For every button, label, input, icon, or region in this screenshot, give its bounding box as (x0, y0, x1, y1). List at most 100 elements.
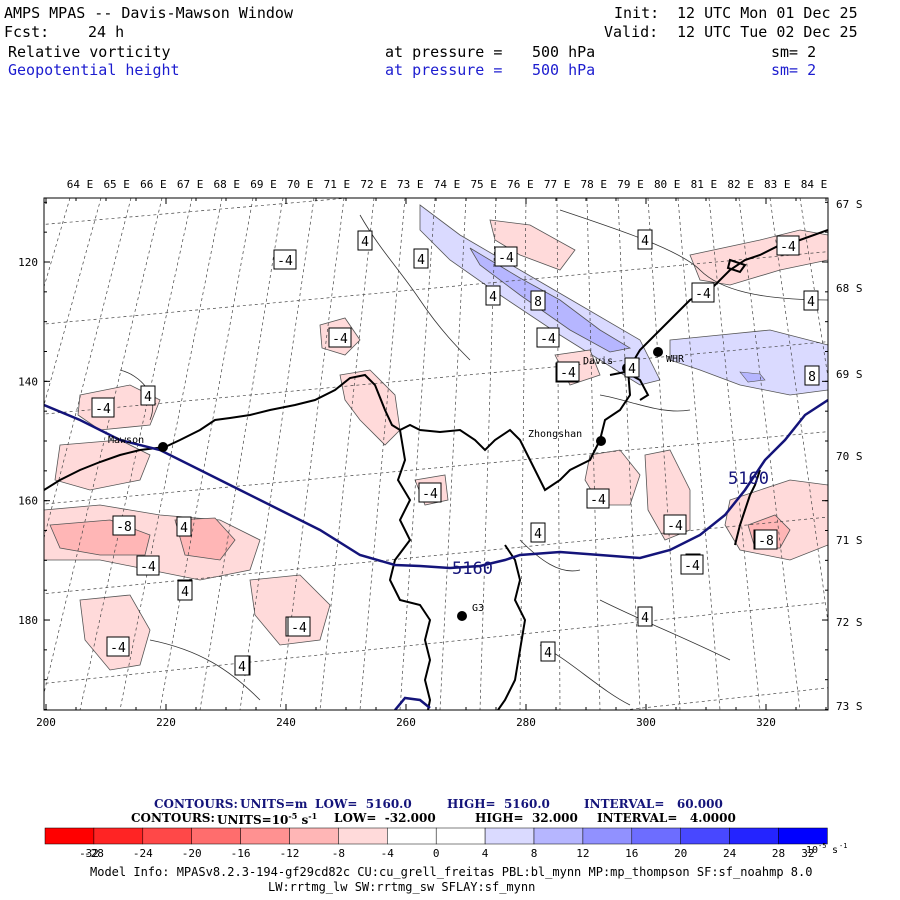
vorticity-label: 4 (357, 230, 373, 251)
vorticity-label: 4 (637, 229, 653, 250)
longitude-label: 73 E (397, 178, 424, 191)
init-value: 12 UTC Mon 01 Dec 25 (677, 4, 858, 22)
longitude-label: 74 E (434, 178, 461, 191)
svg-text:4: 4 (361, 235, 369, 250)
svg-text:8: 8 (534, 295, 542, 310)
svg-text:-4: -4 (140, 560, 156, 575)
field2-pressure-text: at pressure = (385, 61, 503, 79)
colorbar-tick-label: 8 (531, 847, 538, 860)
contours-line1-low: LOW= 5160.0 (315, 797, 412, 811)
vorticity-label: 4 (540, 641, 556, 662)
longitude-label: 84 E (801, 178, 828, 191)
model-info-line1: Model Info: MPASv8.2.3-194-gf29cd82c CU:… (90, 865, 813, 879)
vorticity-shade-blue-strong (739, 371, 766, 383)
colorbar-box (289, 827, 339, 845)
colorbar-tick-label: 20 (674, 847, 687, 860)
colorbar-box (387, 827, 437, 845)
longitude-label: 70 E (287, 178, 314, 191)
contours-line1-units: UNITS=m (240, 797, 308, 811)
svg-text:4: 4 (534, 527, 542, 542)
colorbar-box (44, 827, 95, 845)
svg-text:8: 8 (808, 370, 816, 385)
contours-line2-low: LOW= -32.000 (334, 811, 436, 825)
vorticity-contour (149, 639, 261, 701)
svg-text:4: 4 (238, 660, 246, 675)
y-tick-label: 160 (18, 495, 38, 508)
svg-text:-4: -4 (780, 240, 796, 255)
contours-line2-units-base: UNITS=10 (217, 813, 289, 827)
vorticity-shade-red (54, 439, 151, 491)
station-label-zhongshan: Zhongshan (528, 429, 582, 440)
axis-labels: 200 220 240 260 280 300 320 120 140 160 180 64 E 65 … (18, 178, 862, 729)
vorticity-label: 4 (177, 580, 193, 601)
colorbar-box (338, 827, 388, 845)
svg-text:-4: -4 (291, 621, 307, 636)
vorticity-label: 8 (804, 365, 820, 386)
svg-text:4: 4 (180, 521, 188, 536)
colorbar-box (729, 827, 779, 845)
longitude-label: 80 E (654, 178, 681, 191)
svg-text:-4: -4 (498, 251, 514, 266)
field2-name: Geopotential height (8, 61, 180, 79)
vorticity-label: -4 (691, 282, 715, 303)
svg-text:-8: -8 (116, 520, 132, 535)
field1-pressure-value: 500 hPa (532, 43, 596, 61)
field2-pressure-value: 500 hPa (532, 61, 596, 79)
height-label: 5160 (452, 559, 493, 579)
vorticity-shading (44, 204, 828, 706)
colorbar-boxes (44, 827, 828, 845)
vorticity-label: -4 (418, 482, 442, 503)
longitude-label: 66 E (140, 178, 167, 191)
station-g3: G3 (457, 603, 484, 621)
vorticity-shade-blue (669, 329, 828, 396)
svg-text:-4: -4 (590, 493, 606, 508)
longitude-label: 65 E (103, 178, 130, 191)
vorticity-label: -8 (754, 529, 778, 550)
field1-smooth: sm= 2 (771, 43, 817, 61)
longitude-label: 64 E (67, 178, 94, 191)
svg-text:-4: -4 (277, 254, 293, 269)
field1-pressure-text: at pressure = (385, 43, 503, 61)
longitude-label: 79 E (617, 178, 644, 191)
vorticity-label: -8 (112, 515, 136, 536)
colorbar-unit-exp2: -1 (839, 842, 847, 850)
station-label-mawson: Mawson (108, 435, 144, 446)
y-tick-label: 140 (18, 375, 38, 388)
forecast-label: Fcst: (4, 23, 50, 41)
colorbar-box (680, 827, 730, 845)
colorbar-tick-label: 16 (625, 847, 638, 860)
vorticity-label: -4 (663, 514, 687, 535)
station-mawson: Mawson (108, 435, 168, 452)
colorbar-unit-exp: -5 (818, 842, 826, 850)
vorticity-label: 4 (485, 285, 501, 306)
vorticity-label: -4 (106, 636, 130, 657)
vorticity-label: -4 (556, 361, 580, 382)
colorbar-unit-s: s (832, 845, 838, 856)
station-label-whr: WHR (666, 354, 685, 365)
latitude-label: 70 S (836, 450, 863, 463)
latitude-label: 72 S (836, 616, 863, 629)
colorbar-box (435, 827, 486, 845)
svg-text:-4: -4 (695, 287, 711, 302)
x-tick-label: 220 (156, 716, 176, 729)
vorticity-label: -4 (91, 397, 115, 418)
colorbar-box (93, 827, 144, 845)
svg-text:-4: -4 (684, 559, 700, 574)
longitude-label: 78 E (581, 178, 608, 191)
colorbar-tick-label: -28 (84, 847, 104, 860)
contours-line1-label: CONTOURS: (154, 797, 238, 811)
colorbar-tick-label: 24 (723, 847, 737, 860)
forecast-value: 24 h (88, 23, 125, 41)
svg-text:4: 4 (641, 611, 649, 626)
latitude-label: 69 S (836, 368, 863, 381)
latitude-label: 73 S (836, 700, 863, 713)
colorbar-box (631, 827, 681, 845)
axis-ticks (44, 198, 828, 711)
svg-text:-4: -4 (422, 487, 438, 502)
vorticity-label: 4 (140, 385, 156, 406)
contours-line2-units-tail-exp: -1 (308, 811, 318, 821)
svg-text:4: 4 (181, 585, 189, 600)
vorticity-label: -4 (680, 554, 704, 575)
coastline (44, 229, 828, 710)
